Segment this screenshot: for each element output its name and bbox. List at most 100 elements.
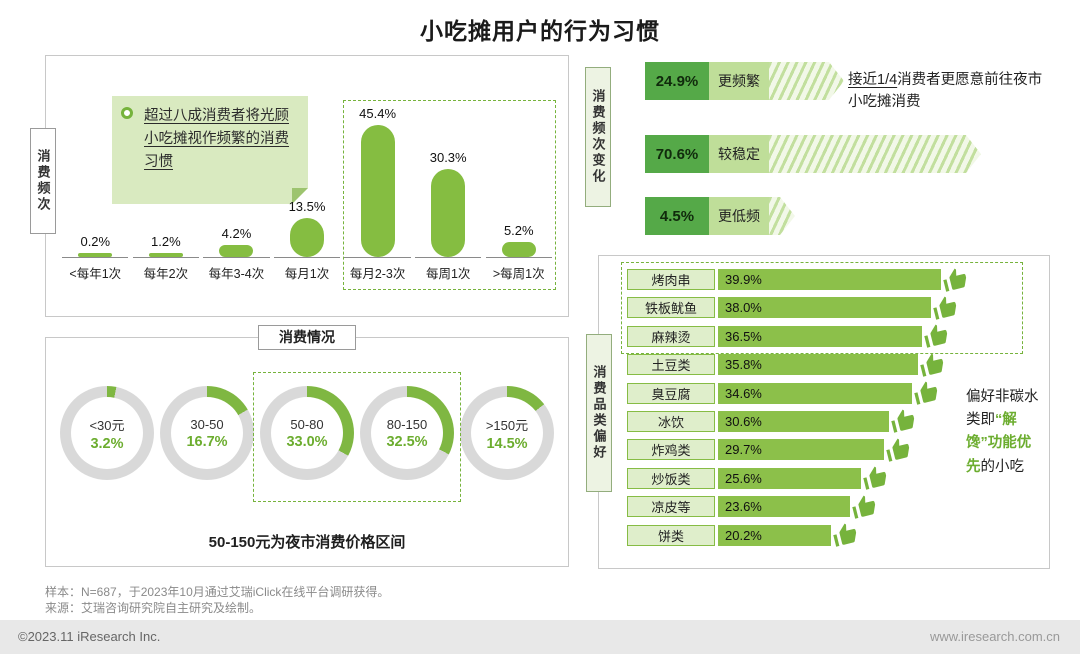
category-bar: 30.6%	[718, 410, 889, 432]
category-label: 麻辣烫	[627, 325, 715, 347]
category-row: 铁板鱿鱼 38.0%	[627, 295, 968, 321]
page-title: 小吃摊用户的行为习惯	[420, 18, 660, 44]
change-note-highlight: 接近1/4	[848, 72, 898, 88]
donut-chart: >150元 14.5%	[460, 386, 554, 480]
category-bars: 烤肉串 39.9% 铁板鱿鱼 38.0% 麻辣烫 36.5% 土豆类 35.8%…	[627, 266, 968, 553]
website-link[interactable]: www.iresearch.com.cn	[929, 629, 1060, 644]
donut-label: 80-150	[386, 416, 428, 432]
donut-value: 16.7%	[186, 433, 228, 450]
donut-chart: 80-150 32.5%	[360, 386, 454, 480]
sample-note: 样本：N=687，于2023年10月通过艾瑞iClick在线平台调研获得。	[45, 585, 390, 599]
category-bar: 36.5%	[718, 325, 922, 347]
category-value: 36.5%	[725, 328, 762, 344]
category-bar: 34.6%	[718, 382, 912, 404]
change-row: 24.9% 更频繁	[645, 62, 844, 100]
donut-label: >150元	[485, 417, 529, 433]
thumbs-up-icon	[831, 522, 858, 549]
bar-group: 30.3% 每周1次	[413, 106, 484, 282]
thumbs-up-icon	[918, 351, 945, 378]
copyright-text: ©2023.11 iResearch Inc.	[18, 629, 161, 644]
category-label: 炒饭类	[627, 467, 715, 489]
change-note-rest: 消费者更愿意前往夜市小吃摊消费	[848, 72, 1043, 111]
source-note: 来源：艾瑞咨询研究院自主研究及绘制。	[45, 601, 262, 615]
category-value: 23.6%	[725, 499, 762, 515]
category-label: 炸鸡类	[627, 439, 715, 461]
bar-category-label: 每月1次	[273, 257, 341, 282]
bar-group: 13.5% 每月1次	[272, 106, 343, 282]
donut-text: 50-80 33.0%	[260, 386, 354, 480]
bar-category-label: <每年1次	[62, 257, 129, 282]
bar-value-label: 1.2%	[151, 234, 181, 249]
category-value: 25.6%	[725, 470, 762, 486]
donut-chart: 50-80 33.0%	[260, 386, 354, 480]
frequency-bar-chart: 0.2% <每年1次 1.2% 每年2次 4.2% 每年3-4次 13.5% 每…	[60, 106, 554, 282]
change-label: 更低频	[709, 197, 769, 235]
category-label: 铁板鱿鱼	[627, 297, 715, 319]
category-row: 臭豆腐 34.6%	[627, 380, 968, 407]
bar-group: 0.2% <每年1次	[60, 106, 131, 282]
thumbs-up-icon	[912, 380, 939, 407]
frequency-change-panel: 消费频次变化 24.9% 更频繁 70.6% 较稳定 4.5% 更低频 接近1/…	[585, 57, 1050, 249]
donut-chart: 30-50 16.7%	[160, 386, 254, 480]
category-value: 39.9%	[725, 272, 762, 287]
category-note-highlight2: 功能优先	[966, 435, 1032, 475]
bar	[290, 218, 325, 257]
thumbs-up-icon	[922, 323, 949, 350]
hatched-arrow	[769, 135, 981, 173]
category-row: 炸鸡类 29.7%	[627, 436, 968, 463]
category-value: 35.8%	[725, 357, 762, 373]
bar-value-label: 4.2%	[221, 226, 252, 241]
thumbs-up-icon	[884, 436, 911, 463]
change-note: 接近1/4消费者更愿意前往夜市小吃摊消费	[848, 69, 1048, 114]
bar-value-label: 0.2%	[80, 234, 111, 249]
change-row: 70.6% 较稳定	[645, 135, 981, 173]
category-note-p1: 偏好非碳水类即	[966, 389, 1039, 429]
category-panel: 消费品类偏好 烤肉串 39.9% 铁板鱿鱼 38.0% 麻辣烫 36.5% 土豆…	[586, 255, 1050, 569]
bar-group: 4.2% 每年3-4次	[201, 106, 272, 282]
donut-value: 33.0%	[286, 433, 328, 450]
category-bar: 39.9%	[718, 269, 941, 290]
category-row: 饼类 20.2%	[627, 522, 968, 549]
bar-group: 1.2% 每年2次	[131, 106, 202, 282]
bar-category-label: 每年3-4次	[203, 257, 270, 282]
bar	[431, 169, 466, 257]
bar	[360, 125, 395, 257]
bar-group: 5.2% >每周1次	[483, 106, 554, 282]
donut-value: 14.5%	[486, 435, 528, 452]
category-label: 烤肉串	[627, 269, 715, 290]
category-bar: 29.7%	[718, 439, 884, 461]
category-bar: 20.2%	[718, 524, 831, 546]
spend-panel: 消费情况 <30元 3.2% 30-50 16.7% 50-80 33.0%	[45, 325, 569, 567]
category-row: 冰饮 30.6%	[627, 408, 968, 435]
donut-text: <30元 3.2%	[60, 386, 154, 480]
category-bar: 25.6%	[718, 467, 861, 489]
change-row: 4.5% 更低频	[645, 197, 795, 235]
circle-icon	[121, 107, 133, 119]
bar-category-label: 每年2次	[132, 257, 200, 282]
frequency-change-side-label: 消费频次变化	[585, 67, 611, 207]
bar-category-label: 每月2-3次	[344, 257, 411, 282]
donut-text: >150元 14.5%	[460, 386, 554, 480]
donut-chart: <30元 3.2%	[60, 386, 154, 480]
bar	[219, 245, 254, 257]
category-note-highlight1: “解馋”	[966, 412, 1017, 452]
bar-group: 45.4% 每月2-3次	[342, 106, 413, 282]
hatched-arrow	[769, 62, 844, 100]
category-row: 凉皮等 23.6%	[627, 493, 968, 520]
category-value: 29.7%	[725, 442, 762, 458]
change-value: 70.6%	[645, 135, 709, 173]
frequency-panel: 消费频次 超过八成消费者将光顾小吃摊视作频繁的消费习惯 0.2% <每年1次 1…	[30, 55, 569, 317]
category-value: 34.6%	[725, 385, 762, 401]
category-bar: 23.6%	[718, 496, 850, 518]
spend-caption: 50-150元为夜市消费价格区间	[208, 534, 406, 551]
change-value: 24.9%	[645, 62, 709, 100]
thumbs-up-icon	[850, 493, 877, 520]
category-row: 土豆类 35.8%	[627, 351, 968, 378]
donut-label: 30-50	[190, 416, 224, 432]
donut-text: 30-50 16.7%	[160, 386, 254, 480]
category-row: 烤肉串 39.9%	[627, 266, 968, 293]
category-value: 20.2%	[725, 527, 762, 543]
frequency-side-label: 消费频次	[30, 128, 56, 234]
donut-row: <30元 3.2% 30-50 16.7% 50-80 33.0% 80-150	[60, 386, 554, 480]
